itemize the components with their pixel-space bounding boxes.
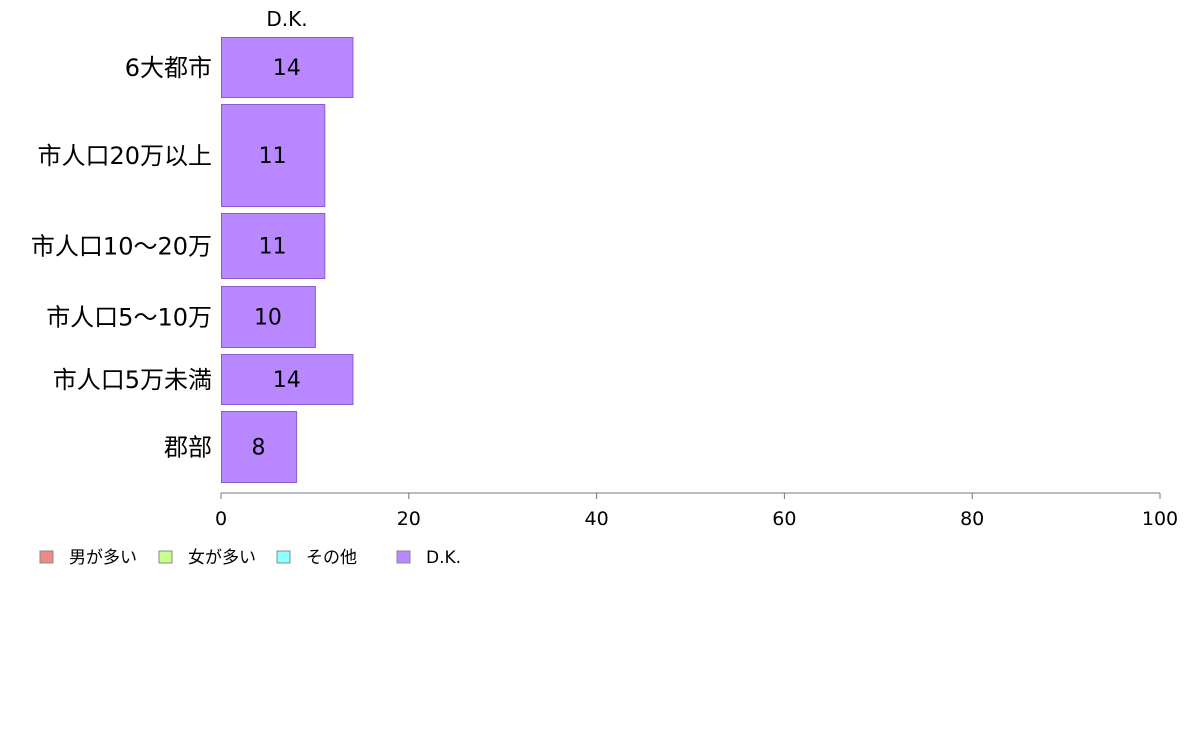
x-tick-label: 0: [215, 508, 227, 530]
legend-label: 女が多い: [188, 548, 256, 568]
category-label: 市人口5〜10万: [46, 304, 212, 332]
bar: [221, 411, 298, 483]
bar-value-label: 8: [252, 436, 266, 461]
legend-swatch: [158, 550, 173, 564]
bar-value-label: 14: [273, 368, 301, 393]
series-header-label: D.K.: [266, 7, 307, 31]
bar: [221, 37, 354, 98]
bar: [221, 213, 326, 279]
bar-value-label: 10: [254, 306, 282, 331]
x-tick-label: 100: [1142, 508, 1178, 530]
category-label: 市人口10〜20万: [31, 233, 212, 261]
bar-value-label: 11: [259, 235, 287, 260]
legend-label: 男が多い: [69, 548, 137, 568]
x-tick-label: 80: [960, 508, 984, 530]
x-tick-label: 40: [585, 508, 609, 530]
legend-swatch: [396, 550, 411, 564]
x-tick-label: 20: [397, 508, 421, 530]
bars-group: 14 6大都市 11 市人口20万以上 11 市人口10〜20万 10 市人口5〜10万 14 市…: [31, 37, 354, 483]
legend-label: D.K.: [426, 548, 461, 568]
bar-value-label: 11: [259, 144, 287, 169]
legend-swatch: [276, 550, 291, 564]
legend-label: その他: [306, 548, 357, 568]
bar: [221, 286, 316, 348]
x-axis: 0 20 40 60 80 100: [215, 492, 1178, 530]
bar: [221, 354, 354, 405]
bar-value-label: 14: [273, 56, 301, 81]
bar: [221, 104, 326, 207]
category-label: 郡部: [164, 434, 212, 462]
legend: 男が多い 女が多い その他 D.K.: [39, 548, 461, 568]
category-label: 市人口5万未満: [53, 366, 212, 394]
x-tick-label: 60: [772, 508, 796, 530]
category-label: 6大都市: [125, 54, 212, 82]
category-label: 市人口20万以上: [37, 142, 212, 170]
legend-swatch: [39, 550, 54, 564]
